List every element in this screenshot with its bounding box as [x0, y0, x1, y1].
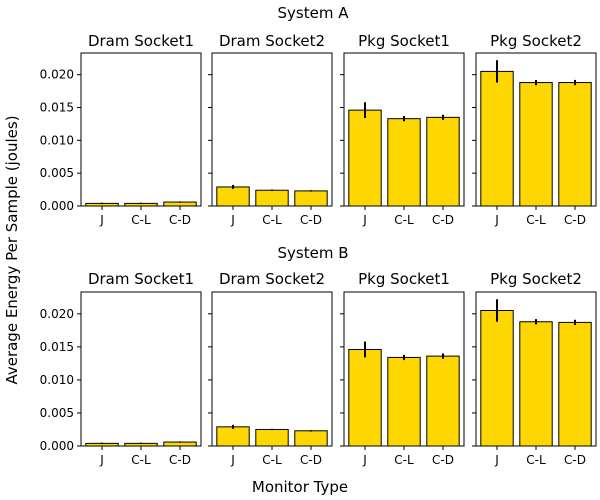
x-tick-label: C-D: [300, 213, 322, 227]
x-tick-label: C-D: [169, 453, 191, 467]
x-tick-label: C-D: [300, 453, 322, 467]
subplot-grid: System A Dram Socket1 0.000 0.005 0.010 0.015…: [40, 4, 597, 467]
system-title: System A: [278, 4, 350, 22]
bar: [558, 321, 592, 447]
y-tick-label: 0.000: [40, 199, 74, 213]
x-tick-label: J: [494, 213, 499, 227]
bar: [387, 356, 421, 447]
y-tick-label: 0.005: [40, 406, 74, 420]
subplot-title: Dram Socket1: [88, 32, 194, 50]
bar: [519, 321, 553, 447]
system-group-1: System B Dram Socket1 0.000 0.005 0.010 0.015…: [40, 244, 597, 467]
subplot: Dram Socket1 0.000 0.005 0.010 0.015 0.020 J C-…: [40, 270, 202, 467]
bar: [294, 190, 328, 207]
bar: [348, 349, 382, 447]
subplot: Pkg Socket2 J C-L C-D: [472, 270, 597, 467]
axes-frame: [80, 52, 202, 207]
x-tick-label: C-D: [432, 213, 454, 227]
y-tick-label: 0.000: [40, 439, 74, 453]
x-tick-label: J: [99, 453, 104, 467]
subplot-title: Pkg Socket2: [490, 270, 582, 288]
bar: [387, 118, 421, 207]
x-tick-label: J: [99, 213, 104, 227]
x-tick-label: C-L: [394, 453, 414, 467]
bar: [294, 430, 328, 447]
axes-frame: [211, 291, 333, 447]
subplot: Pkg Socket1 J C-L C-D: [340, 270, 465, 467]
x-tick-label: J: [362, 453, 367, 467]
subplot: Dram Socket2 J C-L C-D: [208, 32, 333, 227]
subplot-title: Dram Socket2: [219, 32, 325, 50]
y-tick-label: 0.020: [40, 68, 74, 82]
subplot: Pkg Socket1 J C-L C-D: [340, 32, 465, 227]
axes-frame: [343, 52, 465, 207]
system-title: System B: [278, 244, 349, 262]
y-tick-label: 0.020: [40, 307, 74, 321]
axes-frame: [80, 291, 202, 447]
bar: [519, 82, 553, 207]
subplot-title: Dram Socket1: [88, 270, 194, 288]
axes-frame: [475, 52, 597, 207]
y-tick-label: 0.015: [40, 340, 74, 354]
subplot-title: Dram Socket2: [219, 270, 325, 288]
bar: [255, 428, 289, 447]
bar: [480, 310, 514, 447]
x-tick-label: C-L: [262, 213, 282, 227]
subplot: Pkg Socket2 J C-L C-D: [472, 32, 597, 227]
y-tick-label: 0.010: [40, 373, 74, 387]
x-tick-label: C-L: [262, 453, 282, 467]
subplot: Dram Socket2 J C-L C-D: [208, 270, 333, 467]
y-tick-label: 0.015: [40, 101, 74, 115]
x-tick-label: C-L: [131, 213, 151, 227]
subplot: Dram Socket1 0.000 0.005 0.010 0.015 0.020 J C-…: [40, 32, 202, 227]
x-tick-label: J: [362, 213, 367, 227]
system-group-0: System A Dram Socket1 0.000 0.005 0.010 0.015…: [40, 4, 597, 227]
x-tick-label: C-L: [131, 453, 151, 467]
y-tick-label: 0.005: [40, 166, 74, 180]
axes-frame: [211, 52, 333, 207]
x-tick-label: J: [230, 213, 235, 227]
bar: [216, 426, 250, 447]
bar: [255, 189, 289, 207]
x-tick-label: C-D: [564, 213, 586, 227]
subplot-title: Pkg Socket1: [358, 32, 450, 50]
x-tick-label: C-L: [526, 453, 546, 467]
bar: [558, 82, 592, 207]
x-tick-label: J: [230, 453, 235, 467]
bar: [480, 70, 514, 207]
bar: [426, 355, 460, 447]
figure-ylabel: Average Energy Per Sample (joules): [3, 115, 21, 384]
x-tick-label: J: [494, 453, 499, 467]
subplot-title: Pkg Socket2: [490, 32, 582, 50]
figure-xlabel: Monitor Type: [252, 478, 348, 496]
subplot-title: Pkg Socket1: [358, 270, 450, 288]
bar: [216, 186, 250, 207]
x-tick-label: C-D: [432, 453, 454, 467]
axes-frame: [475, 291, 597, 447]
x-tick-label: C-D: [169, 213, 191, 227]
x-tick-label: C-D: [564, 453, 586, 467]
bar: [348, 109, 382, 207]
axes-frame: [343, 291, 465, 447]
x-tick-label: C-L: [526, 213, 546, 227]
x-tick-label: C-L: [394, 213, 414, 227]
bar: [426, 116, 460, 207]
y-tick-label: 0.010: [40, 133, 74, 147]
